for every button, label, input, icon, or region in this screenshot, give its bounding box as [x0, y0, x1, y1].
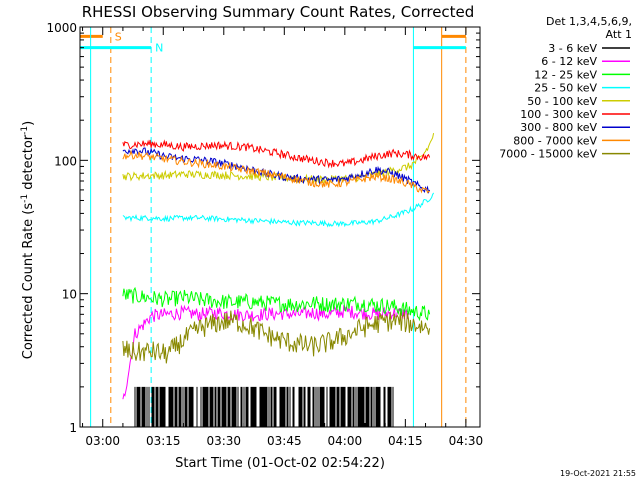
legend-title-2: Att 1 — [606, 28, 632, 41]
chart-title: RHESSI Observing Summary Count Rates, Co… — [82, 3, 475, 21]
x-tick-label: 03:00 — [85, 434, 120, 448]
series-100-300keV — [122, 139, 431, 169]
x-tick-label: 04:00 — [328, 434, 363, 448]
series-6-12keV — [122, 304, 410, 400]
legend-label: 800 - 7000 keV — [513, 134, 597, 147]
flag-label-S: S — [115, 30, 122, 43]
flag-label-N: N — [155, 42, 163, 55]
series-layer — [122, 132, 435, 427]
series-bars — [134, 386, 394, 427]
y-axis-label: Corrected Count Rate (s-1 detector-1) — [20, 121, 36, 359]
x-tick-label: 04:15 — [388, 434, 423, 448]
y-axis-label-main: Corrected Count Rate (s — [21, 203, 36, 360]
series-line — [122, 304, 410, 400]
y-tick-label: 1000 — [46, 21, 77, 35]
y-axis: 1 10 100 1000 — [46, 21, 480, 435]
x-tick-label: 03:45 — [267, 434, 302, 448]
series-line — [122, 192, 435, 228]
plot-frame — [79, 26, 481, 428]
legend-label: 25 - 50 keV — [534, 82, 597, 95]
series-12-25keV — [122, 286, 431, 322]
footer-timestamp: 19-Oct-2021 21:55 — [560, 469, 636, 478]
flag-layer: SN — [80, 27, 467, 427]
series-800-7000keV — [122, 149, 430, 194]
series-line — [122, 286, 431, 322]
legend-label: 300 - 800 keV — [520, 121, 597, 134]
legend-label: 50 - 100 keV — [527, 95, 597, 108]
series-3-6keV — [134, 386, 394, 427]
y-tick-label: 1 — [69, 421, 77, 435]
x-axis: 03:00 03:15 03:30 03:45 04:00 04:15 04:30 — [82, 27, 484, 448]
x-tick-label: 04:30 — [449, 434, 484, 448]
legend-label: 100 - 300 keV — [520, 108, 597, 121]
legend-label: 6 - 12 keV — [541, 55, 597, 68]
legend-label: 7000 - 15000 keV — [499, 148, 597, 161]
y-tick-label: 10 — [62, 288, 77, 302]
legend-label: 3 - 6 keV — [548, 42, 597, 55]
x-axis-label: Start Time (01-Oct-02 02:54:22) — [175, 456, 385, 471]
y-axis-label-sup2: -1 — [20, 126, 30, 135]
series-25-50keV — [122, 192, 435, 228]
series-line — [122, 149, 430, 194]
legend-label: 12 - 25 keV — [534, 68, 597, 81]
x-tick-label: 03:30 — [206, 434, 241, 448]
x-tick-label: 03:15 — [146, 434, 181, 448]
y-axis-label-sup1: -1 — [20, 194, 30, 203]
y-axis-label-end: ) — [21, 121, 36, 126]
series-line — [122, 139, 431, 169]
y-tick-label: 100 — [54, 154, 77, 168]
series-line — [122, 310, 431, 364]
legend-title: Det 1,3,4,5,6,9, — [546, 15, 632, 28]
series-7000-15000keV — [122, 310, 431, 364]
y-axis-label-mid: detector — [21, 134, 36, 194]
